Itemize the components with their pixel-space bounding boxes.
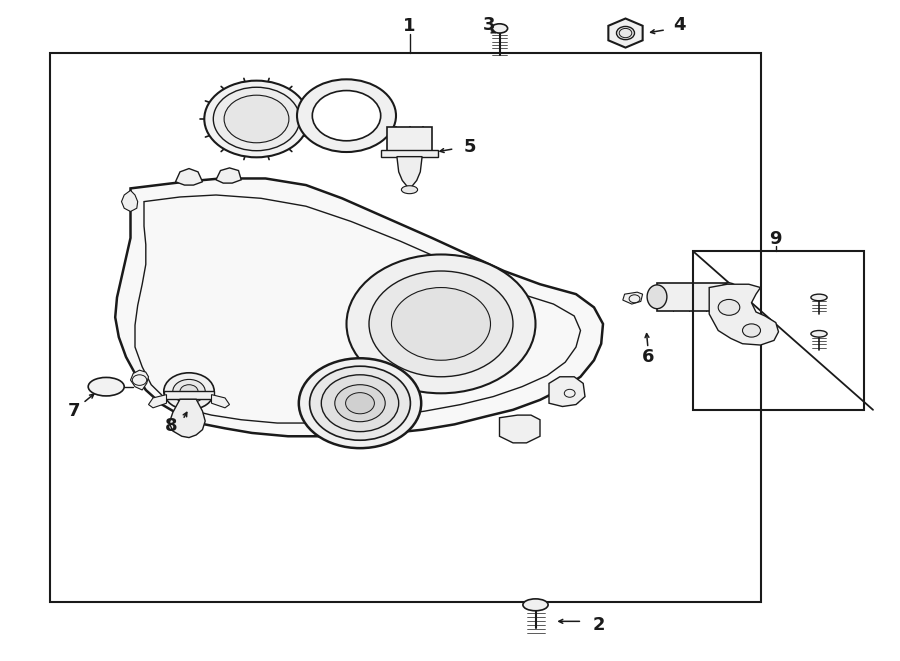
Circle shape <box>369 271 513 377</box>
Ellipse shape <box>718 283 740 311</box>
Ellipse shape <box>491 24 508 33</box>
Text: 5: 5 <box>464 137 476 156</box>
Polygon shape <box>709 284 778 345</box>
Text: 9: 9 <box>770 230 782 249</box>
Polygon shape <box>212 395 230 408</box>
Circle shape <box>346 393 374 414</box>
Ellipse shape <box>401 186 418 194</box>
Polygon shape <box>176 169 202 185</box>
Circle shape <box>173 379 205 403</box>
Polygon shape <box>500 415 540 443</box>
Circle shape <box>204 81 309 157</box>
Text: 1: 1 <box>403 17 416 36</box>
Ellipse shape <box>811 294 827 301</box>
Polygon shape <box>148 395 166 408</box>
Circle shape <box>312 91 381 141</box>
Bar <box>657 283 729 311</box>
Text: 7: 7 <box>68 402 80 420</box>
Circle shape <box>297 79 396 152</box>
Text: 4: 4 <box>673 16 686 34</box>
Text: 6: 6 <box>642 348 654 366</box>
Bar <box>693 251 864 410</box>
Ellipse shape <box>811 330 827 337</box>
Circle shape <box>321 375 399 432</box>
Circle shape <box>718 299 740 315</box>
Polygon shape <box>130 370 148 390</box>
Bar <box>381 150 438 157</box>
Polygon shape <box>216 168 241 183</box>
Bar <box>164 391 214 399</box>
Ellipse shape <box>88 377 124 396</box>
Polygon shape <box>122 190 138 212</box>
Circle shape <box>299 358 421 448</box>
Polygon shape <box>397 157 422 187</box>
Ellipse shape <box>523 599 548 611</box>
Bar <box>50 53 760 602</box>
Bar <box>387 127 432 152</box>
Text: 3: 3 <box>482 16 495 34</box>
Polygon shape <box>169 399 205 438</box>
Text: 2: 2 <box>592 615 605 634</box>
Circle shape <box>346 254 536 393</box>
Circle shape <box>335 385 385 422</box>
Circle shape <box>742 324 760 337</box>
Polygon shape <box>133 206 320 420</box>
Circle shape <box>224 95 289 143</box>
Circle shape <box>616 26 634 40</box>
Circle shape <box>310 366 410 440</box>
Circle shape <box>213 87 300 151</box>
Polygon shape <box>549 377 585 407</box>
Circle shape <box>180 385 198 398</box>
Polygon shape <box>608 19 643 48</box>
Ellipse shape <box>647 285 667 309</box>
Circle shape <box>392 288 491 360</box>
Circle shape <box>164 373 214 410</box>
Polygon shape <box>623 292 643 304</box>
Polygon shape <box>115 178 603 436</box>
Text: 8: 8 <box>165 417 177 436</box>
